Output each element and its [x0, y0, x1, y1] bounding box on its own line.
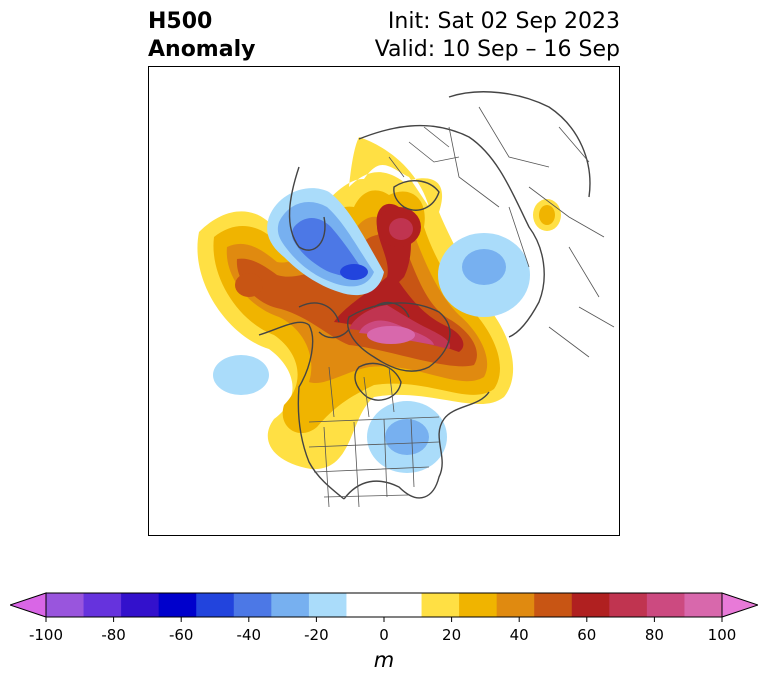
eurasia-coast — [358, 124, 545, 338]
colorbar-segment — [534, 593, 573, 617]
colorbar-segment — [384, 593, 423, 617]
bering-coast — [288, 166, 326, 251]
far-east-borders — [548, 246, 615, 358]
east-asia-ridge-core — [539, 205, 555, 225]
colorbar-tick-label: -20 — [304, 626, 329, 644]
colorbar-segment — [233, 593, 272, 617]
colorbar-segment — [459, 593, 498, 617]
colorbar-segment — [684, 593, 723, 617]
colorbar-tick-label: 80 — [644, 626, 664, 644]
coastlines — [258, 91, 591, 500]
gulf-alaska-ridge — [235, 273, 263, 297]
map-title-line2: Anomaly — [148, 37, 256, 62]
colorbar-segment — [646, 593, 685, 617]
colorbar-segment — [46, 593, 85, 617]
great-lakes-trough-inner — [385, 419, 429, 455]
colorbar-segment — [496, 593, 535, 617]
arctic-islands-coast — [298, 301, 410, 339]
anomaly-map — [148, 66, 620, 536]
colorbar-segment — [609, 593, 648, 617]
positive-anomaly-field — [197, 137, 561, 470]
colorbar-segment — [196, 593, 235, 617]
valid-dates: Valid: 10 Sep – 16 Sep — [374, 37, 620, 62]
init-date: Init: Sat 02 Sep 2023 — [387, 9, 620, 34]
colorbar-segment — [308, 593, 347, 617]
pacific-trough — [213, 355, 269, 395]
colorbar-tick-label: 0 — [379, 626, 389, 644]
asia-coast-east — [448, 91, 591, 198]
siberian-trough-inner — [462, 249, 506, 285]
us-state-grid-h1 — [308, 441, 440, 498]
iceland-scandinavia-coast — [393, 180, 440, 211]
colorbar-arrow-high — [721, 592, 758, 618]
negative-anomaly-field — [213, 188, 530, 473]
colorbar — [10, 592, 758, 622]
north-america-coast — [258, 321, 490, 500]
us-state-grid-v1 — [323, 418, 415, 508]
colorbar-segment — [158, 593, 197, 617]
colorbar-tick-label: -40 — [236, 626, 262, 644]
colorbar-tick-label: 20 — [442, 626, 462, 644]
date-block: Init: Sat 02 Sep 2023 Valid: 10 Sep – 16… — [375, 8, 620, 64]
canada-province-lines — [328, 366, 395, 418]
political-borders — [308, 106, 615, 508]
asia-borders — [448, 106, 605, 268]
map-title-line1: H500 — [148, 9, 213, 34]
colorbar-segment — [346, 593, 385, 617]
map-canvas — [197, 91, 615, 508]
colorbar-segment — [121, 593, 160, 617]
colorbar-segment — [571, 593, 610, 617]
hudson-bay-coast — [354, 362, 402, 401]
europe-borders — [388, 126, 460, 178]
us-canada-border — [308, 416, 440, 423]
colorbar-tick-label: 40 — [509, 626, 529, 644]
contour-plus-80 — [367, 326, 415, 344]
colorbar-segment — [83, 593, 122, 617]
colorbar-tick-label: -80 — [101, 626, 126, 644]
colorbar-tick-label: -100 — [28, 626, 64, 644]
colorbar-arrow-low — [10, 592, 47, 618]
colorbar-segment — [421, 593, 460, 617]
colorbar-unit-label: m — [373, 648, 395, 672]
title-block: H500 Anomaly — [148, 8, 255, 64]
canadian-trough-core — [340, 264, 368, 280]
greenland-coast — [347, 302, 451, 372]
colorbar-tick-label: 60 — [577, 626, 597, 644]
colorbar-tick-label: -60 — [168, 626, 194, 644]
colorbar-tick-label: 100 — [707, 626, 737, 644]
arctic-ridge-core — [389, 218, 413, 240]
colorbar-segment — [271, 593, 310, 617]
canadian-trough-inner — [291, 218, 364, 277]
